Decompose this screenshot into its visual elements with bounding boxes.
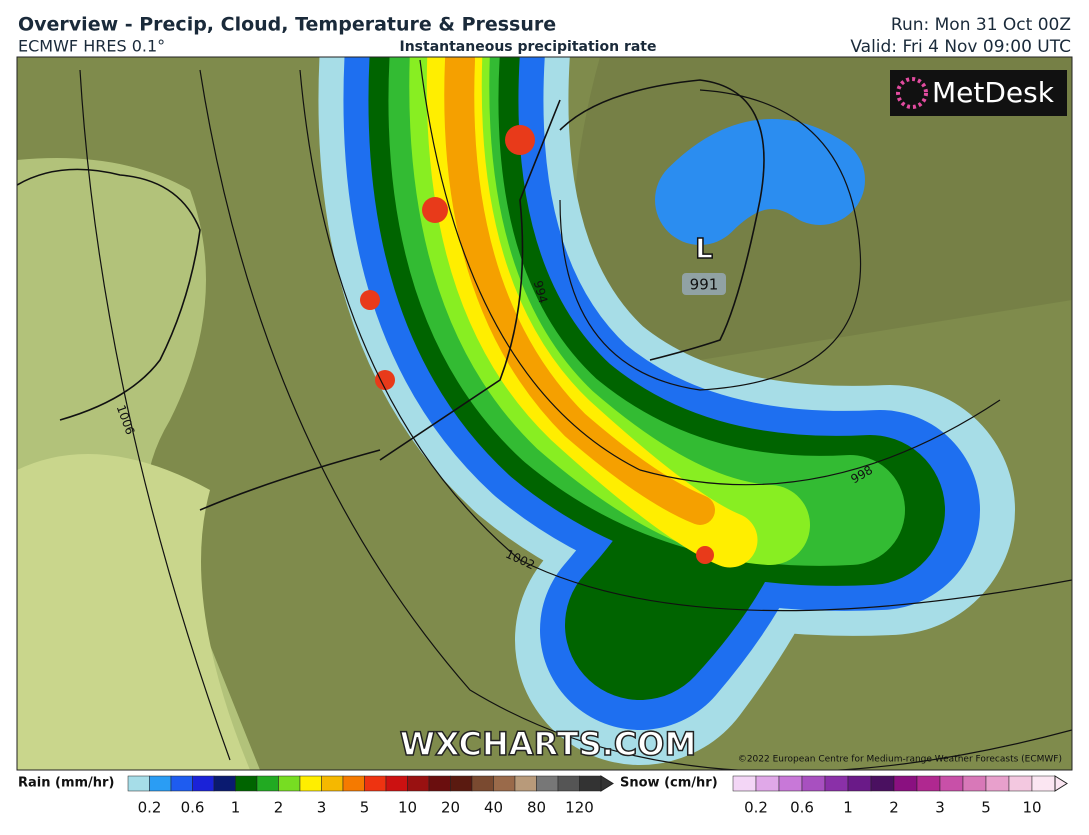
tick-label: 0.6 [790, 799, 814, 817]
rain-colorbar: 0.2 0.6 1 2 3 5 10 20 40 80 120 [127, 775, 614, 817]
tick-label: 3 [935, 799, 945, 817]
watermark: WXCHARTS.COM [400, 725, 697, 763]
coastlines [17, 79, 765, 511]
swatch [471, 775, 494, 792]
tick-label: 1 [231, 799, 241, 817]
swatch [870, 775, 895, 792]
swatch [847, 775, 872, 792]
tick-label: 0.2 [138, 799, 162, 817]
swatch [299, 775, 322, 792]
logo-icon [896, 77, 928, 109]
swatch [579, 775, 602, 792]
swatch [1008, 775, 1033, 792]
colorbar-arrow [1054, 775, 1068, 792]
swatch [149, 775, 172, 792]
subtitle: Instantaneous precipitation rate [400, 39, 657, 55]
tick-label: 10 [398, 799, 417, 817]
logo-box [890, 70, 1067, 116]
title: Overview - Precip, Cloud, Temperature & … [18, 14, 556, 36]
precip-band [318, 57, 1015, 765]
snow-colorbar: 0.2 0.6 1 2 3 5 10 [732, 775, 1068, 817]
swatch [778, 775, 803, 792]
swatch [450, 775, 473, 792]
tick-label: 20 [441, 799, 460, 817]
swatch [407, 775, 430, 792]
swatch [824, 775, 849, 792]
rain-title: Rain (mm/hr) [18, 776, 114, 791]
tick-label: 2 [889, 799, 899, 817]
swatch [170, 775, 193, 792]
tick-label: 5 [360, 799, 370, 817]
low-box [682, 273, 726, 295]
swatch [385, 775, 408, 792]
swatch [235, 775, 258, 792]
land-lighter [17, 454, 250, 770]
swatch [536, 775, 559, 792]
swatch [801, 775, 826, 792]
copyright: ©2022 European Centre for Medium-range W… [738, 755, 1062, 765]
tick-label: 5 [981, 799, 991, 817]
swatch [962, 775, 987, 792]
swatch [493, 775, 516, 792]
colorbar-arrow [600, 775, 614, 792]
tick-label: 2 [274, 799, 284, 817]
swatch [1031, 775, 1056, 792]
swatch [939, 775, 964, 792]
swatch [732, 775, 757, 792]
map: MetDesk L 991 1006 994 998 1002 WXCHARTS… [17, 57, 1072, 770]
low-symbol: L [695, 232, 713, 265]
isobar-label: 994 [531, 279, 550, 305]
tick-label: 40 [484, 799, 503, 817]
swatch [321, 775, 344, 792]
swatch [127, 775, 150, 792]
swatch [916, 775, 941, 792]
swatch [557, 775, 580, 792]
tick-label: 10 [1022, 799, 1041, 817]
tick-label: 120 [565, 799, 594, 817]
map-frame [16, 56, 1073, 771]
swatch [256, 775, 279, 792]
logo: MetDesk [932, 76, 1055, 109]
tick-label: 0.6 [181, 799, 205, 817]
swatch [755, 775, 780, 792]
swatch [514, 775, 537, 792]
tick-label: 0.2 [744, 799, 768, 817]
swatch [428, 775, 451, 792]
low-pressure: 991 [690, 276, 719, 294]
swatch [192, 775, 215, 792]
swatch [278, 775, 301, 792]
swatch [893, 775, 918, 792]
swatch [213, 775, 236, 792]
snow-title: Snow (cm/hr) [620, 776, 718, 791]
tick-label: 3 [317, 799, 327, 817]
tick-label: 80 [527, 799, 546, 817]
run: Run: Mon 31 Oct 00Z [891, 15, 1071, 35]
swatch [342, 775, 365, 792]
swatch [985, 775, 1010, 792]
valid: Valid: Fri 4 Nov 09:00 UTC [850, 37, 1071, 57]
tick-label: 1 [843, 799, 853, 817]
swatch [364, 775, 387, 792]
model: ECMWF HRES 0.1° [18, 37, 165, 56]
